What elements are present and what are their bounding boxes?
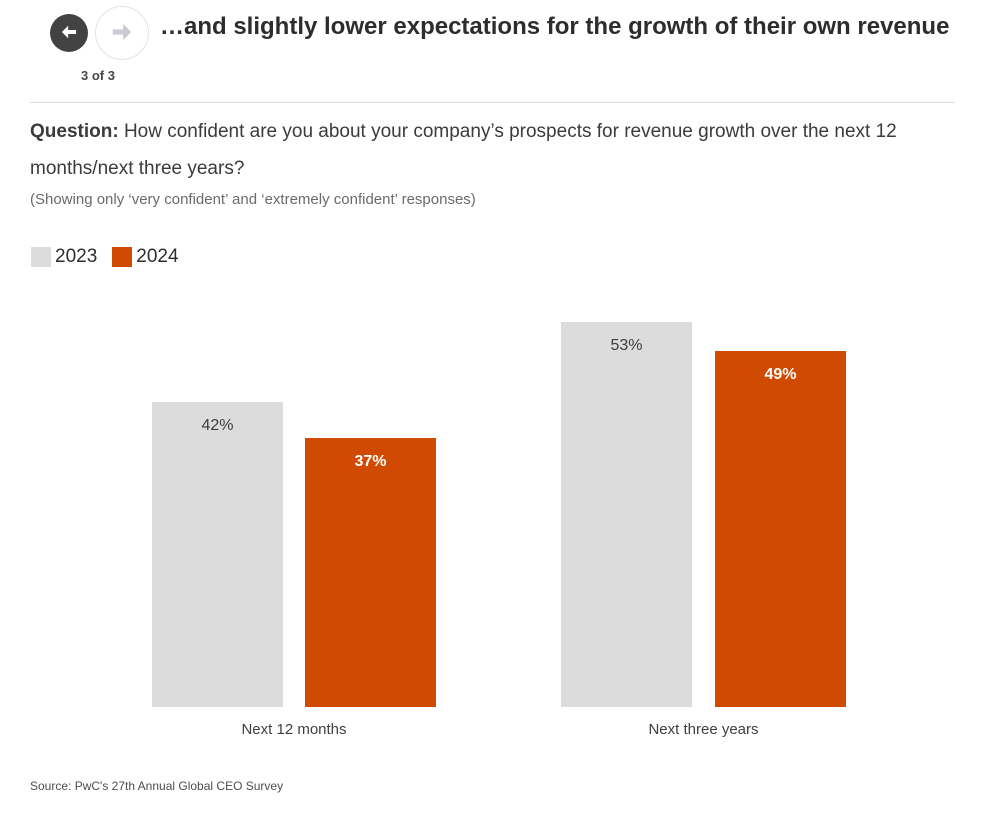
question-text: Question: How confident are you about yo… [30,113,958,187]
legend-label-2024: 2024 [136,246,179,267]
arrow-left-icon [59,22,79,45]
question-body: How confident are you about your company… [30,121,897,179]
bar-group-next-12-months: 42% 37% [152,271,436,707]
legend-item-2023: 2023 [31,246,97,268]
question-note: (Showing only ‘very confident’ and ‘extr… [30,191,476,208]
header-divider [30,102,955,103]
arrow-right-icon [109,19,135,48]
legend-swatch-2023 [31,247,51,267]
pagination-label: 3 of 3 [81,68,115,83]
bar-2024-next-three-years: 49% [715,351,846,707]
category-label-next-three-years: Next three years [648,721,759,738]
bar-group-next-three-years: 53% 49% [561,271,846,707]
bar-2023-next-three-years: 53% [561,322,692,707]
next-slide-button[interactable] [95,6,149,60]
bar-chart: 42% 37% 53% 49% [152,271,846,707]
source-note: Source: PwC's 27th Annual Global CEO Sur… [30,779,284,793]
legend-label-2023: 2023 [55,246,98,267]
chart-legend: 2023 2024 [31,246,194,268]
bar-2023-next-12-months: 42% [152,402,283,707]
question-label: Question: [30,121,119,142]
previous-slide-button[interactable] [50,14,88,52]
category-label-next-12-months: Next 12 months [241,721,347,738]
page-title: …and slightly lower expectations for the… [160,13,950,40]
legend-item-2024: 2024 [112,246,179,268]
bar-2024-next-12-months: 37% [305,438,436,707]
legend-swatch-2024 [112,247,133,267]
